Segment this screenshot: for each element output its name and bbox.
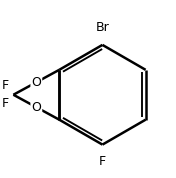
Text: Br: Br: [96, 21, 109, 34]
Text: O: O: [31, 76, 41, 89]
Text: O: O: [31, 101, 41, 114]
Text: F: F: [2, 79, 9, 92]
Text: F: F: [2, 98, 9, 111]
Text: F: F: [99, 155, 106, 168]
